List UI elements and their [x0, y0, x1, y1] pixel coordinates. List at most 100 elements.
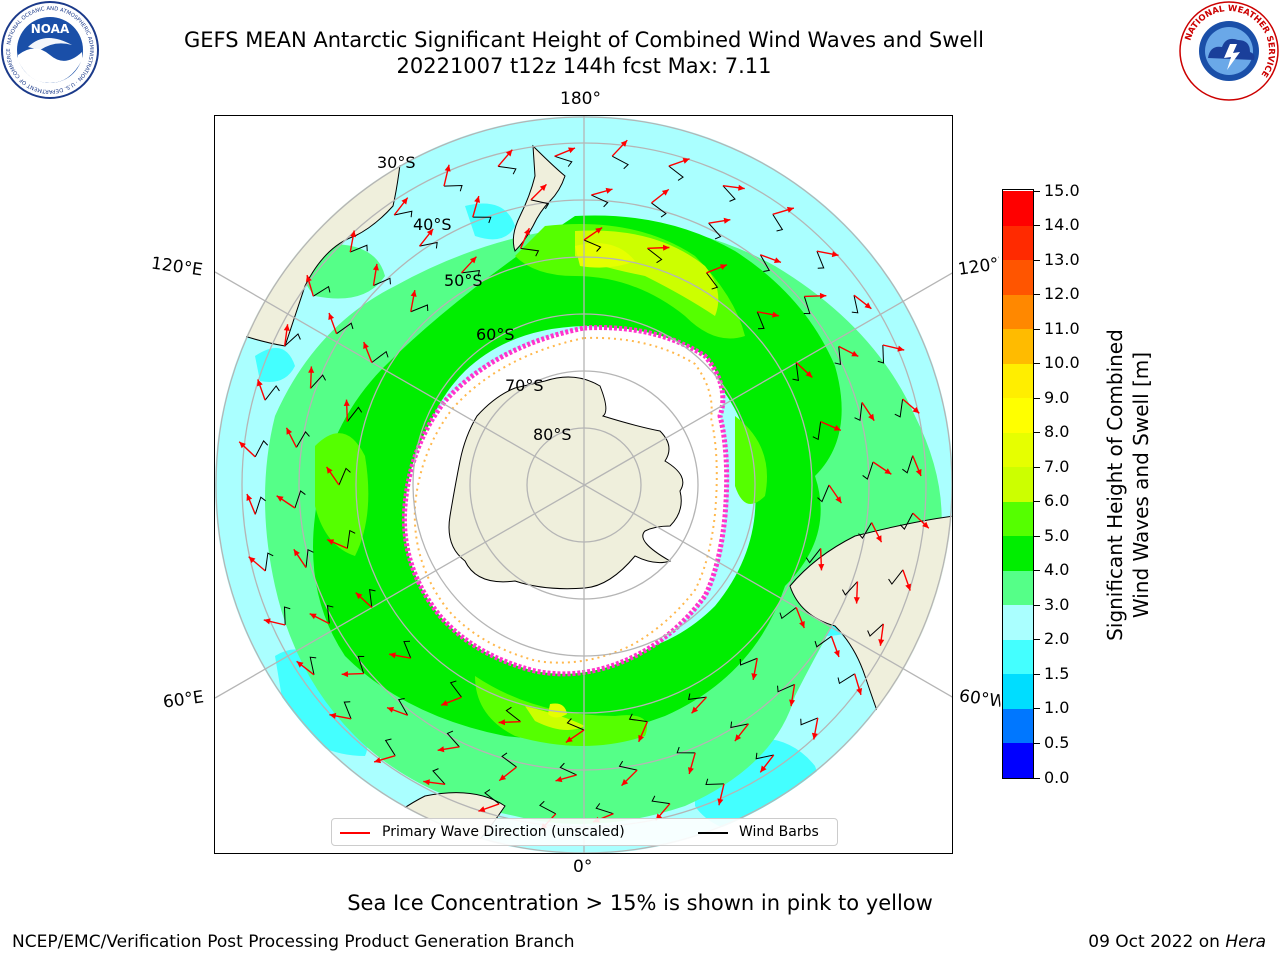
credit-host: Hera: [1225, 932, 1266, 952]
wind-barb: [759, 254, 771, 273]
latitude-labels: 30°S 40°S 50°S 60°S 70°S 80°S: [377, 153, 572, 444]
wind-barb: [410, 304, 429, 313]
wind-barb: [530, 199, 550, 210]
wave-arrow-head: [326, 466, 333, 474]
wind-barb: [583, 239, 602, 252]
wave-arrow-head: [621, 779, 629, 786]
wave-arrow-head: [363, 342, 369, 350]
wave-arrow-head: [246, 493, 253, 501]
map-canvas: 30°S 40°S 50°S 60°S 70°S 80°S: [215, 116, 952, 853]
colorbar-tick: [1034, 604, 1040, 606]
colorbar-segment: [1003, 225, 1033, 261]
lat-label-40s: 40°S: [413, 215, 452, 234]
colorbar-tick-label: 9.0: [1044, 387, 1070, 407]
colorbar-segment: [1003, 466, 1033, 502]
wave-arrow-head: [805, 370, 813, 378]
wind-barb: [618, 760, 638, 771]
colorbar-segment: [1003, 639, 1033, 675]
colorbar-segment: [1003, 501, 1033, 537]
wind-barb: [812, 421, 822, 441]
wind-barb: [817, 484, 830, 503]
wave-arrow-head: [441, 700, 449, 706]
wave-arrow-head: [401, 197, 408, 205]
colorbar-tick: [1034, 466, 1040, 468]
colorbar-segment: [1003, 742, 1033, 778]
wind-barb: [705, 778, 725, 786]
wind-barb: [357, 655, 365, 674]
lon-label-120e: 120°E: [149, 253, 204, 281]
colorbar-tick: [1034, 673, 1040, 675]
wave-arrow-head: [897, 345, 905, 352]
colorbar-tick: [1034, 397, 1040, 399]
wave-arrow-head: [819, 292, 827, 299]
wind-barb: [520, 247, 540, 257]
lon-label-120w: 120°W: [956, 254, 1002, 280]
wave-arrow-head: [372, 263, 379, 271]
colorbar: [1002, 189, 1034, 779]
polar-map: 30°S 40°S 50°S 60°S 70°S 80°S: [214, 115, 953, 854]
wind-barb: [800, 717, 818, 726]
wave-arrow-head: [539, 184, 547, 191]
wind-barb: [461, 270, 480, 277]
lon-label-0: 0°: [573, 857, 593, 877]
wind-barb: [403, 640, 412, 659]
wind-barb: [472, 216, 492, 224]
wave-arrow-head: [286, 427, 293, 435]
legend-wave-line: [340, 832, 370, 834]
wave-arrow-head: [374, 757, 382, 764]
wind-barb: [722, 185, 736, 202]
colorbar-tick-label: 2.0: [1044, 629, 1070, 649]
wind-barb: [284, 333, 301, 347]
wind-barb: [814, 635, 832, 648]
wind-barb: [419, 241, 438, 249]
wave-arrow-head: [760, 765, 767, 773]
wave-arrow-head: [276, 495, 284, 502]
wind-barb: [346, 529, 356, 549]
wave-arrow-head: [555, 776, 563, 783]
wind-barb: [858, 522, 872, 539]
wave-arrow-head: [328, 313, 335, 321]
wind-barb: [446, 730, 460, 748]
wind-barb: [877, 344, 885, 364]
wave-arrow-head: [355, 592, 363, 600]
lat-label-30s: 30°S: [377, 153, 416, 172]
colorbar-tick-label: 13.0: [1044, 249, 1080, 269]
wind-barb: [501, 752, 517, 768]
wave-arrow-head: [595, 227, 603, 234]
wave-arrow-head: [248, 556, 256, 564]
wave-arrow-head: [818, 563, 825, 571]
wave-arrow-head: [565, 736, 573, 743]
wind-barb: [854, 402, 863, 422]
wind-barb: [505, 706, 521, 723]
colorbar-segment: [1003, 190, 1033, 226]
wind-barb: [254, 496, 266, 515]
new-zealand: [512, 144, 566, 252]
wind-barb: [834, 346, 842, 365]
colorbar-segment: [1003, 294, 1033, 330]
colorbar-tick-label: 0.0: [1044, 767, 1070, 787]
colorbar-segment: [1003, 535, 1033, 571]
wave-arrow-head: [868, 413, 875, 421]
lat-label-60s: 60°S: [476, 325, 515, 344]
wave-arrow-head: [864, 302, 872, 309]
wind-barb: [294, 490, 306, 509]
wind-barb: [283, 606, 291, 626]
wind-barb: [805, 548, 822, 564]
colorbar-tick-label: 15.0: [1044, 180, 1080, 200]
wave-arrow-head: [239, 441, 246, 449]
wind-barb: [443, 184, 463, 192]
wind-barb: [264, 385, 280, 401]
wave-arrow-head: [263, 618, 271, 625]
colorbar-segment: [1003, 432, 1033, 468]
colorbar-segment: [1003, 673, 1033, 709]
colorbar-tick-label: 1.0: [1044, 698, 1070, 718]
wind-barb: [651, 202, 667, 218]
colorbar-tick: [1034, 294, 1040, 296]
wave-arrow-head: [387, 706, 394, 713]
wave-arrow-head: [499, 774, 507, 781]
wind-barb: [894, 398, 904, 418]
colorbar-tick: [1034, 535, 1040, 537]
colorbar-tick: [1034, 501, 1040, 503]
credit-left: NCEP/EMC/Verification Post Processing Pr…: [12, 932, 575, 952]
wind-barb: [867, 623, 884, 637]
